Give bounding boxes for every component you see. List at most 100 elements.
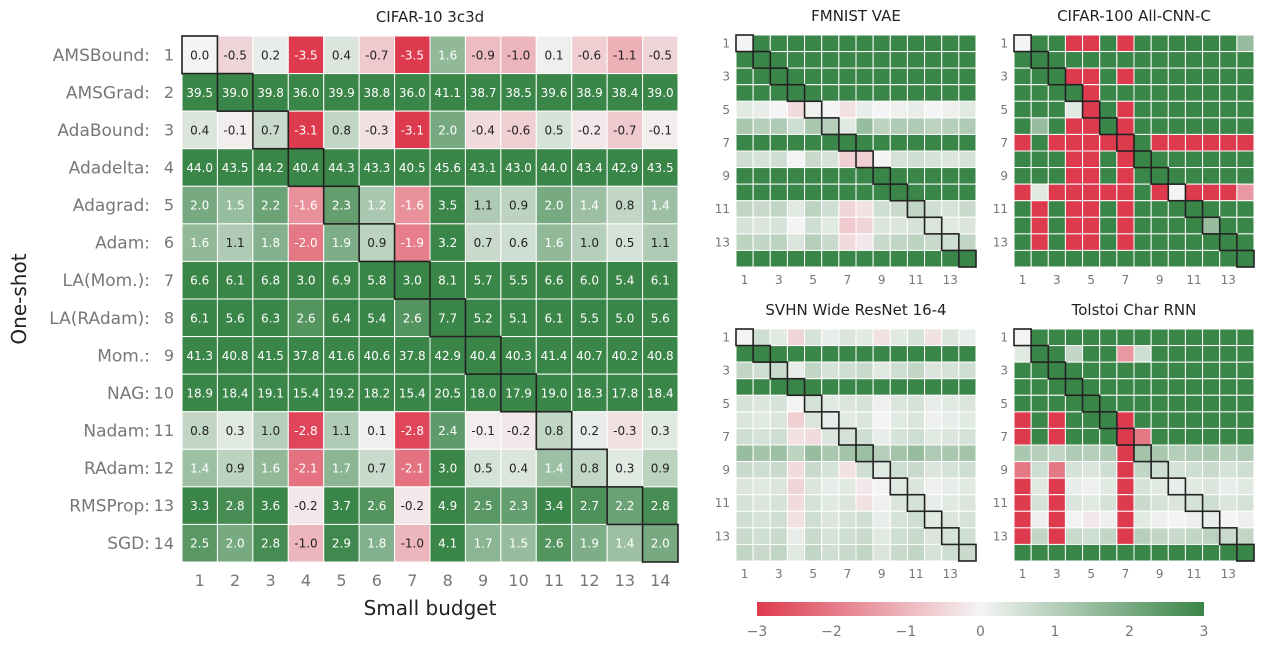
heatmap-cell (1013, 183, 1032, 202)
heatmap-cell (1133, 510, 1152, 529)
cell-value-label: 1.0 (261, 424, 280, 438)
heatmap-cell (1236, 427, 1255, 446)
chart-title: CIFAR-10 3c3d (376, 8, 484, 26)
heatmap-cell (752, 183, 771, 202)
heatmap-cell (872, 444, 891, 463)
cell-value-label: 6.1 (651, 274, 670, 288)
diagonal-outline (872, 166, 892, 185)
heatmap-cell (1184, 411, 1204, 429)
cell-value-label: 2.3 (509, 499, 528, 513)
heatmap-cell (1167, 527, 1186, 545)
heatmap-cell (735, 494, 754, 512)
diagonal-outline (1150, 166, 1170, 185)
heatmap-cell (500, 411, 537, 450)
x-tick-label: 5 (1087, 567, 1095, 581)
heatmap-cell (1219, 67, 1238, 86)
cell-value-label: 17.8 (611, 386, 638, 400)
heatmap-cell (571, 523, 608, 563)
chart-title: Tolstoi Char RNN (1071, 301, 1197, 319)
heatmap-cell (804, 117, 823, 135)
heatmap-cell (1202, 328, 1221, 347)
y-tick-label: 12 (154, 459, 174, 478)
heatmap-cell (1013, 378, 1032, 396)
heatmap-cell (1116, 427, 1135, 446)
heatmap-cell (804, 51, 823, 69)
heatmap-cell (941, 444, 960, 463)
heatmap-cell (1116, 200, 1135, 218)
heatmap-cell (769, 328, 788, 347)
heatmap-cell (1219, 233, 1238, 251)
heatmap-cell (1116, 84, 1135, 102)
heatmap-cell (1047, 510, 1066, 529)
y-tick-label: 11 (715, 202, 730, 216)
heatmap-cell (838, 328, 857, 347)
heatmap-cell (252, 223, 289, 262)
cell-value-label: 44.0 (541, 161, 568, 175)
diagonal-outline (752, 50, 772, 69)
heatmap-cell (1064, 494, 1084, 512)
heatmap-cell (889, 328, 908, 347)
heatmap-cell (924, 100, 943, 119)
heatmap-cell (838, 200, 857, 218)
heatmap-cell (1064, 394, 1084, 413)
heatmap-cell (1202, 477, 1221, 496)
heatmap-cell (752, 494, 771, 512)
heatmap-cell (924, 117, 943, 135)
heatmap-cell (804, 477, 823, 496)
heatmap-cell (872, 328, 891, 347)
heatmap-cell (769, 233, 788, 251)
heatmap-cell (872, 510, 891, 529)
heatmap-cell (786, 461, 806, 479)
cell-value-label: -0.1 (471, 424, 494, 438)
heatmap-cell (924, 510, 943, 529)
heatmap-cell (735, 527, 754, 545)
heatmap-cell (838, 510, 857, 529)
heatmap-cell (1133, 100, 1152, 119)
heatmap-cell (1202, 444, 1221, 463)
heatmap-cell (1064, 543, 1084, 562)
heatmap-cell (1116, 345, 1135, 363)
cell-value-label: 15.4 (399, 386, 426, 400)
y-tick-label: 1 (722, 36, 730, 50)
heatmap-cell (958, 183, 977, 202)
heatmap-cell (1082, 51, 1101, 69)
cell-value-label: 0.7 (261, 123, 280, 137)
heatmap-cell (786, 249, 806, 268)
heatmap-cell (429, 336, 466, 375)
cell-value-label: -0.4 (471, 123, 494, 137)
heatmap-cell (735, 510, 754, 529)
heatmap-cell (252, 448, 289, 488)
heatmap-cell (1150, 510, 1169, 529)
heatmap-cell (1150, 183, 1169, 202)
diagonal-outline (820, 411, 840, 430)
heatmap-cell (924, 183, 943, 202)
heatmap-cell (1013, 461, 1032, 479)
heatmap-cell (642, 298, 679, 338)
heatmap-cell (752, 249, 771, 268)
heatmap-cell (1082, 494, 1101, 512)
heatmap-cell (1047, 345, 1066, 363)
heatmap-cell (735, 394, 754, 413)
heatmap-cell (1219, 361, 1238, 380)
heatmap-cell (1184, 133, 1204, 152)
heatmap-cell (1099, 378, 1118, 396)
heatmap-cell (958, 461, 977, 479)
heatmap-cell (1116, 444, 1135, 463)
heatmap-cell (924, 378, 943, 396)
heatmap-cell (752, 345, 771, 363)
heatmap-cell (1047, 444, 1066, 463)
heatmap-cell (769, 378, 788, 396)
cell-value-label: 2.2 (615, 499, 634, 513)
cell-value-label: 2.5 (474, 499, 493, 513)
heatmap-cell (1099, 200, 1118, 218)
heatmap-cell (1047, 183, 1066, 202)
cell-value-label: 40.5 (399, 161, 426, 175)
heatmap-cell (804, 494, 823, 512)
heatmap-cell (821, 345, 840, 363)
cell-value-label: 0.0 (190, 48, 209, 62)
cell-value-label: 2.0 (651, 537, 670, 551)
y-tick-label: 8 (164, 308, 174, 327)
y-tick-label: 3 (1000, 364, 1008, 378)
heatmap-cell (804, 427, 823, 446)
colorbar-tick-label: −2 (821, 624, 842, 640)
